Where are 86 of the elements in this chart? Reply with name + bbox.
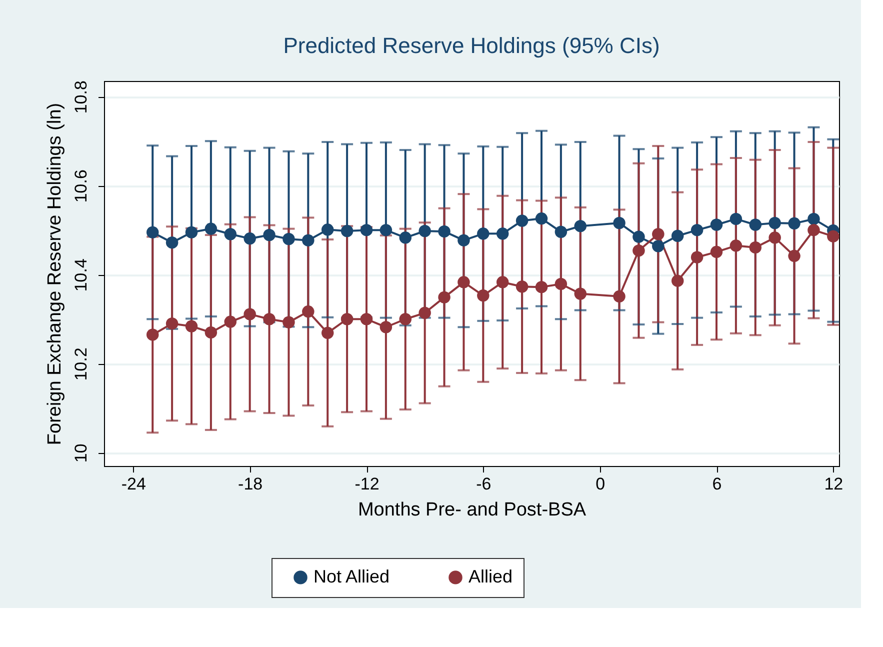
point xyxy=(496,276,509,288)
point xyxy=(690,251,704,264)
legend-label: Allied xyxy=(468,566,513,586)
point xyxy=(632,230,645,243)
point xyxy=(652,240,664,252)
point xyxy=(204,222,218,235)
y-tick-label: 10.2 xyxy=(72,348,90,381)
point xyxy=(496,228,509,240)
point xyxy=(418,306,431,319)
point xyxy=(244,308,256,320)
point xyxy=(574,288,587,300)
point xyxy=(788,250,800,262)
point xyxy=(166,317,178,330)
point xyxy=(282,232,295,246)
point xyxy=(671,230,684,242)
point xyxy=(516,280,528,293)
point xyxy=(554,226,568,238)
point xyxy=(808,212,820,226)
x-tick-label: 12 xyxy=(824,474,844,494)
x-tick-label: 6 xyxy=(712,474,722,494)
point xyxy=(380,224,392,236)
point xyxy=(340,313,354,326)
point xyxy=(808,224,820,236)
point xyxy=(827,230,840,242)
point xyxy=(768,216,781,230)
x-axis-title: Months Pre- and Post-BSA xyxy=(358,500,586,520)
point xyxy=(263,228,276,242)
point xyxy=(613,216,626,230)
point xyxy=(632,244,645,257)
point xyxy=(321,224,334,236)
y-tick-label: 10.4 xyxy=(72,258,90,292)
point xyxy=(244,232,256,245)
x-tick-label: 0 xyxy=(596,474,606,494)
point xyxy=(360,313,373,326)
point xyxy=(730,240,742,252)
point xyxy=(438,291,450,304)
y-axis-title: Foreign Exchange Reserve Holdings (ln) xyxy=(44,102,66,446)
point xyxy=(535,280,548,294)
point xyxy=(399,232,412,244)
point xyxy=(302,305,314,318)
point xyxy=(730,212,742,226)
point xyxy=(166,236,178,249)
point xyxy=(652,228,664,240)
point xyxy=(282,316,295,328)
point xyxy=(671,274,684,287)
y-tick-label: 10.6 xyxy=(72,170,90,203)
point xyxy=(749,218,762,231)
point xyxy=(613,290,626,303)
point xyxy=(477,228,490,240)
point xyxy=(710,218,723,231)
legend-label: Not Allied xyxy=(314,566,390,586)
point xyxy=(477,289,490,302)
point xyxy=(554,278,568,290)
point xyxy=(788,217,800,230)
point xyxy=(458,276,470,288)
point xyxy=(438,225,450,238)
y-tick-label: 10.8 xyxy=(72,80,90,114)
point xyxy=(321,326,334,340)
point xyxy=(263,313,276,326)
point xyxy=(185,320,198,332)
point xyxy=(768,232,781,244)
point xyxy=(516,214,528,227)
point xyxy=(710,246,723,258)
chart-title: Predicted Reserve Holdings (95% CIs) xyxy=(283,33,660,58)
point xyxy=(458,234,470,246)
x-tick-label: -24 xyxy=(121,474,146,494)
point xyxy=(399,313,412,326)
point xyxy=(204,326,218,339)
point xyxy=(224,316,237,328)
point xyxy=(340,224,354,238)
point xyxy=(360,224,373,236)
point xyxy=(535,212,548,225)
point xyxy=(690,224,704,236)
point xyxy=(749,241,762,254)
y-tick-label: 10 xyxy=(72,444,90,463)
point xyxy=(146,226,159,238)
point xyxy=(146,328,159,341)
point xyxy=(224,228,237,240)
point xyxy=(574,220,587,232)
x-tick-label: -18 xyxy=(238,474,263,494)
x-tick-label: -6 xyxy=(476,474,492,494)
x-tick-label: -12 xyxy=(354,474,380,494)
point xyxy=(302,234,314,246)
point xyxy=(418,224,431,238)
point xyxy=(380,321,392,334)
point xyxy=(185,226,198,238)
